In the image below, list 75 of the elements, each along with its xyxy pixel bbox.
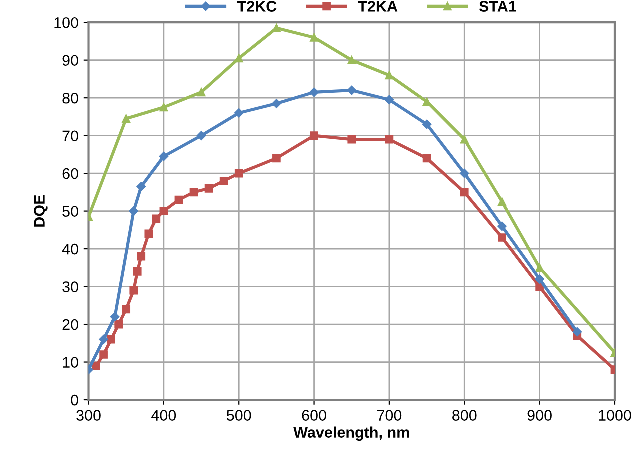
point — [129, 206, 138, 216]
point — [110, 312, 120, 322]
point — [122, 305, 131, 314]
y-tick-label: 80 — [62, 92, 78, 104]
point — [133, 268, 142, 276]
point — [107, 335, 116, 344]
x-tick-label: 500 — [226, 410, 252, 421]
point — [196, 131, 206, 140]
point — [272, 24, 281, 32]
legend-label: STA1 — [479, 1, 516, 12]
x-tick-label: 800 — [452, 410, 477, 421]
x-tick-label: 400 — [152, 410, 176, 421]
point — [130, 286, 138, 295]
x-tick-label: 600 — [302, 410, 326, 421]
point — [460, 188, 469, 197]
legend-label: T2KA — [358, 1, 398, 12]
point — [136, 182, 146, 192]
y-tick-label: 10 — [63, 357, 78, 368]
y-tick-label: 100 — [54, 17, 78, 28]
y-tick-label: 30 — [62, 282, 78, 292]
point — [234, 108, 244, 118]
y-tick-label: 60 — [62, 168, 78, 180]
point — [348, 56, 356, 65]
point — [272, 99, 282, 108]
point — [572, 327, 582, 337]
point — [498, 234, 506, 242]
y-tick-label: 20 — [62, 319, 78, 330]
point — [310, 132, 318, 140]
legend-label: T2KC — [237, 1, 277, 12]
point — [460, 135, 469, 144]
x-axis-title: Wavelength, nm — [294, 426, 410, 442]
point — [160, 103, 168, 112]
point — [220, 176, 228, 186]
y-tick-label: 0 — [71, 394, 78, 406]
point — [159, 152, 169, 162]
point — [114, 320, 123, 329]
point — [498, 222, 507, 232]
point — [384, 95, 394, 105]
y-tick-label: 50 — [62, 206, 78, 217]
point — [536, 264, 544, 272]
y-tick-label: 90 — [62, 55, 78, 66]
x-tick-label: 1000 — [599, 410, 632, 421]
point — [152, 214, 161, 224]
point — [99, 335, 108, 344]
point — [190, 188, 198, 197]
point — [535, 274, 544, 284]
point — [348, 135, 356, 144]
point — [422, 120, 432, 130]
point — [347, 86, 356, 96]
point — [422, 154, 432, 163]
point — [272, 154, 281, 163]
point — [385, 71, 394, 80]
x-tick-label: 900 — [528, 410, 552, 421]
point — [137, 252, 146, 261]
point — [92, 362, 100, 370]
x-tick-label: 300 — [76, 410, 101, 421]
point — [122, 114, 131, 124]
y-tick-label: 70 — [62, 130, 78, 142]
point — [460, 168, 470, 178]
point — [385, 135, 394, 144]
point — [144, 230, 154, 238]
point — [174, 196, 184, 204]
point — [234, 169, 244, 178]
x-tick-label: 700 — [377, 410, 402, 421]
point — [422, 98, 432, 106]
point — [100, 350, 108, 359]
point — [310, 34, 318, 42]
point — [498, 198, 506, 206]
point — [536, 282, 544, 291]
point — [310, 88, 319, 98]
point — [204, 184, 214, 193]
y-axis-title: DQE — [34, 195, 48, 227]
point — [197, 88, 206, 97]
y-tick-label: 40 — [62, 244, 78, 255]
point — [160, 207, 168, 216]
